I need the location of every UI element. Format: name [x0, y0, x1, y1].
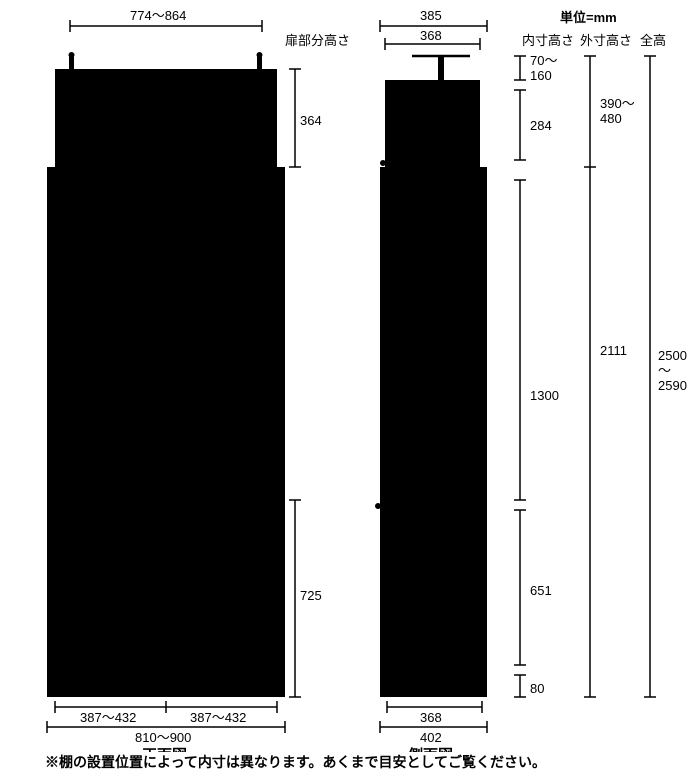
- door-top-dim: 364: [300, 113, 322, 128]
- unit-label: 単位=mm: [560, 10, 617, 25]
- door-height-label: 扉部分高さ: [285, 33, 350, 48]
- half-width-right: 387～432: [190, 710, 246, 725]
- adj-range-1: 70～: [530, 53, 557, 68]
- front-view: 774～864 扉部分高さ 364: [47, 8, 350, 764]
- total-height-label: 全高: [640, 33, 666, 48]
- side-outer-top: 385: [420, 8, 442, 23]
- total-height-2: ～: [658, 363, 671, 378]
- door-bottom-dim: 725: [300, 588, 322, 603]
- bottom-outer-dim: 402: [420, 730, 442, 745]
- base-dim: 80: [530, 681, 544, 696]
- adj-range-2: 160: [530, 68, 552, 83]
- shelf-section-dim: 1300: [530, 388, 559, 403]
- total-height-1: 2500: [658, 348, 687, 363]
- top-cabinet-dim: 284: [530, 118, 552, 133]
- outer-top-range-2: 480: [600, 111, 622, 126]
- inner-height-label: 内寸高さ: [522, 33, 574, 48]
- bottom-cabinet-dim: 651: [530, 583, 552, 598]
- outer-height-dim: 2111: [600, 343, 627, 358]
- outer-top-range-1: 390～: [600, 96, 635, 111]
- half-width-left: 387～432: [80, 710, 136, 725]
- total-height-3: 2590: [658, 378, 687, 393]
- side-view: 内寸高さ 外寸高さ 全高 385 368 70～ 160 284: [375, 8, 687, 764]
- side-inner-top: 368: [420, 28, 442, 43]
- bottom-inner-dim: 368: [420, 710, 442, 725]
- front-top-width: 774～864: [130, 8, 186, 23]
- outer-height-label: 外寸高さ: [580, 33, 632, 48]
- footnote: ※棚の設置位置によって内寸は異なります。あくまで目安としてご覧ください。: [45, 752, 546, 772]
- technical-drawing: 単位=mm 774～864 扉部分高さ 364: [0, 0, 700, 768]
- total-width: 810～900: [135, 730, 191, 745]
